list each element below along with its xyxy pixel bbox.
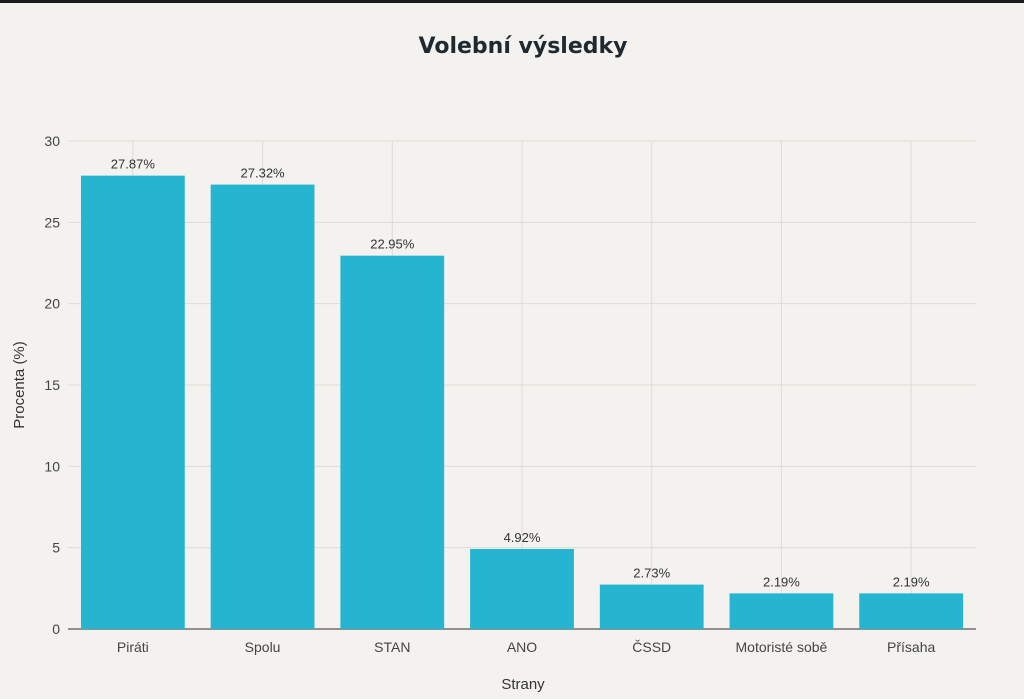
bar-value-label: 2.19% xyxy=(893,574,930,589)
x-tick-label: Spolu xyxy=(245,639,281,655)
bar xyxy=(859,593,964,629)
bar-value-label: 2.19% xyxy=(763,574,800,589)
bar xyxy=(210,184,315,629)
bar xyxy=(80,175,185,629)
labels: 0 5 10 15 20 25 30 27.87% Piráti 27.32% Spolu 22.95… xyxy=(44,133,935,655)
bars xyxy=(80,175,964,629)
x-tick-label: ANO xyxy=(507,639,537,655)
bar-value-label: 27.32% xyxy=(241,166,286,181)
chart-title: Volební výsledky xyxy=(419,34,628,59)
x-tick-label: STAN xyxy=(374,639,410,655)
bar-value-label: 2.73% xyxy=(633,566,670,581)
bar-value-label: 4.92% xyxy=(504,530,541,545)
y-axis-label: Procenta (%) xyxy=(11,341,28,429)
x-tick-label: Piráti xyxy=(117,639,149,655)
bar xyxy=(470,548,574,629)
y-tick-label: 5 xyxy=(52,540,60,556)
x-tick-label: ČSSD xyxy=(632,639,671,655)
y-tick-label: 30 xyxy=(44,133,60,149)
window-top-edge xyxy=(0,0,1024,3)
y-tick-label: 20 xyxy=(44,296,60,312)
x-axis-label: Strany xyxy=(501,676,545,693)
y-tick-label: 15 xyxy=(44,377,60,393)
x-tick-label: Přísaha xyxy=(887,639,935,655)
bar xyxy=(340,255,445,629)
y-tick-label: 25 xyxy=(44,214,60,230)
x-tick-label: Motoristé sobě xyxy=(736,639,828,655)
bar xyxy=(729,593,834,629)
bar xyxy=(599,584,704,629)
bar-value-label: 27.87% xyxy=(111,157,156,172)
y-tick-label: 0 xyxy=(52,621,60,637)
y-tick-label: 10 xyxy=(44,458,60,474)
bar-value-label: 22.95% xyxy=(370,237,415,252)
